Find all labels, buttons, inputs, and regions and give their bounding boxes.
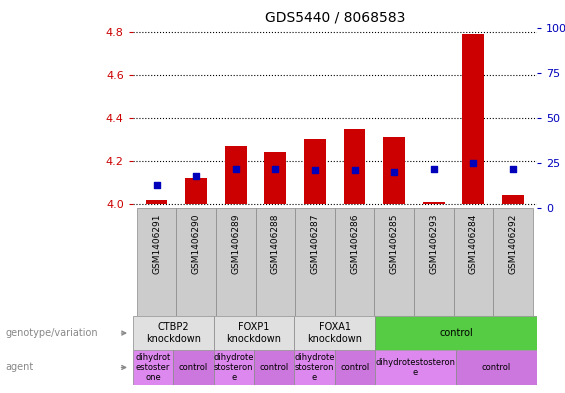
Text: agent: agent xyxy=(6,362,34,373)
Bar xyxy=(133,350,173,385)
Bar xyxy=(214,350,254,385)
Text: GSM1406293: GSM1406293 xyxy=(429,214,438,274)
Text: control: control xyxy=(439,328,473,338)
Point xyxy=(350,167,359,173)
Text: FOXA1
knockdown: FOXA1 knockdown xyxy=(307,322,362,344)
Point xyxy=(152,182,161,188)
Point xyxy=(192,173,201,179)
Point xyxy=(508,165,518,172)
Text: control: control xyxy=(482,363,511,372)
Bar xyxy=(383,137,405,204)
Bar xyxy=(185,178,207,204)
Bar xyxy=(304,140,326,204)
Bar xyxy=(414,208,454,316)
Title: GDS5440 / 8068583: GDS5440 / 8068583 xyxy=(264,11,405,25)
Point xyxy=(310,167,319,173)
Point xyxy=(469,160,478,166)
Bar xyxy=(375,208,414,316)
Bar xyxy=(344,129,366,204)
Bar xyxy=(254,350,294,385)
Text: GSM1406285: GSM1406285 xyxy=(390,214,399,274)
Bar xyxy=(375,350,456,385)
Bar xyxy=(295,208,334,316)
Bar xyxy=(264,152,286,204)
Text: GSM1406287: GSM1406287 xyxy=(310,214,319,274)
Text: GSM1406289: GSM1406289 xyxy=(231,214,240,274)
Bar xyxy=(456,350,537,385)
Bar xyxy=(334,208,375,316)
Text: dihydrote
stosteron
e: dihydrote stosteron e xyxy=(214,353,254,382)
Text: GSM1406292: GSM1406292 xyxy=(508,214,518,274)
Text: FOXP1
knockdown: FOXP1 knockdown xyxy=(227,322,281,344)
Bar xyxy=(454,208,493,316)
Text: dihydrote
stosteron
e: dihydrote stosteron e xyxy=(294,353,335,382)
Bar xyxy=(225,146,247,204)
Text: control: control xyxy=(179,363,208,372)
Text: control: control xyxy=(259,363,289,372)
Text: GSM1406288: GSM1406288 xyxy=(271,214,280,274)
Bar xyxy=(294,316,375,350)
Text: CTBP2
knockdown: CTBP2 knockdown xyxy=(146,322,201,344)
Bar xyxy=(493,208,533,316)
Point xyxy=(390,169,399,175)
Bar xyxy=(255,208,295,316)
Bar xyxy=(334,350,375,385)
Bar xyxy=(463,34,484,204)
Bar xyxy=(502,195,524,204)
Text: dihydrot
estoster
one: dihydrot estoster one xyxy=(136,353,171,382)
Bar xyxy=(146,200,167,204)
Text: GSM1406286: GSM1406286 xyxy=(350,214,359,274)
Text: dihydrotestosteron
e: dihydrotestosteron e xyxy=(376,358,455,377)
Text: control: control xyxy=(340,363,370,372)
Bar xyxy=(375,316,537,350)
Bar xyxy=(216,208,255,316)
Text: GSM1406290: GSM1406290 xyxy=(192,214,201,274)
Bar xyxy=(173,350,214,385)
Bar xyxy=(133,316,214,350)
Bar xyxy=(423,202,445,204)
Point xyxy=(271,165,280,172)
Text: genotype/variation: genotype/variation xyxy=(6,328,98,338)
Bar xyxy=(137,208,176,316)
Bar xyxy=(294,350,334,385)
Text: GSM1406291: GSM1406291 xyxy=(152,214,161,274)
Bar xyxy=(176,208,216,316)
Point xyxy=(429,165,438,172)
Bar xyxy=(214,316,294,350)
Text: GSM1406284: GSM1406284 xyxy=(469,214,478,274)
Point xyxy=(231,165,240,172)
